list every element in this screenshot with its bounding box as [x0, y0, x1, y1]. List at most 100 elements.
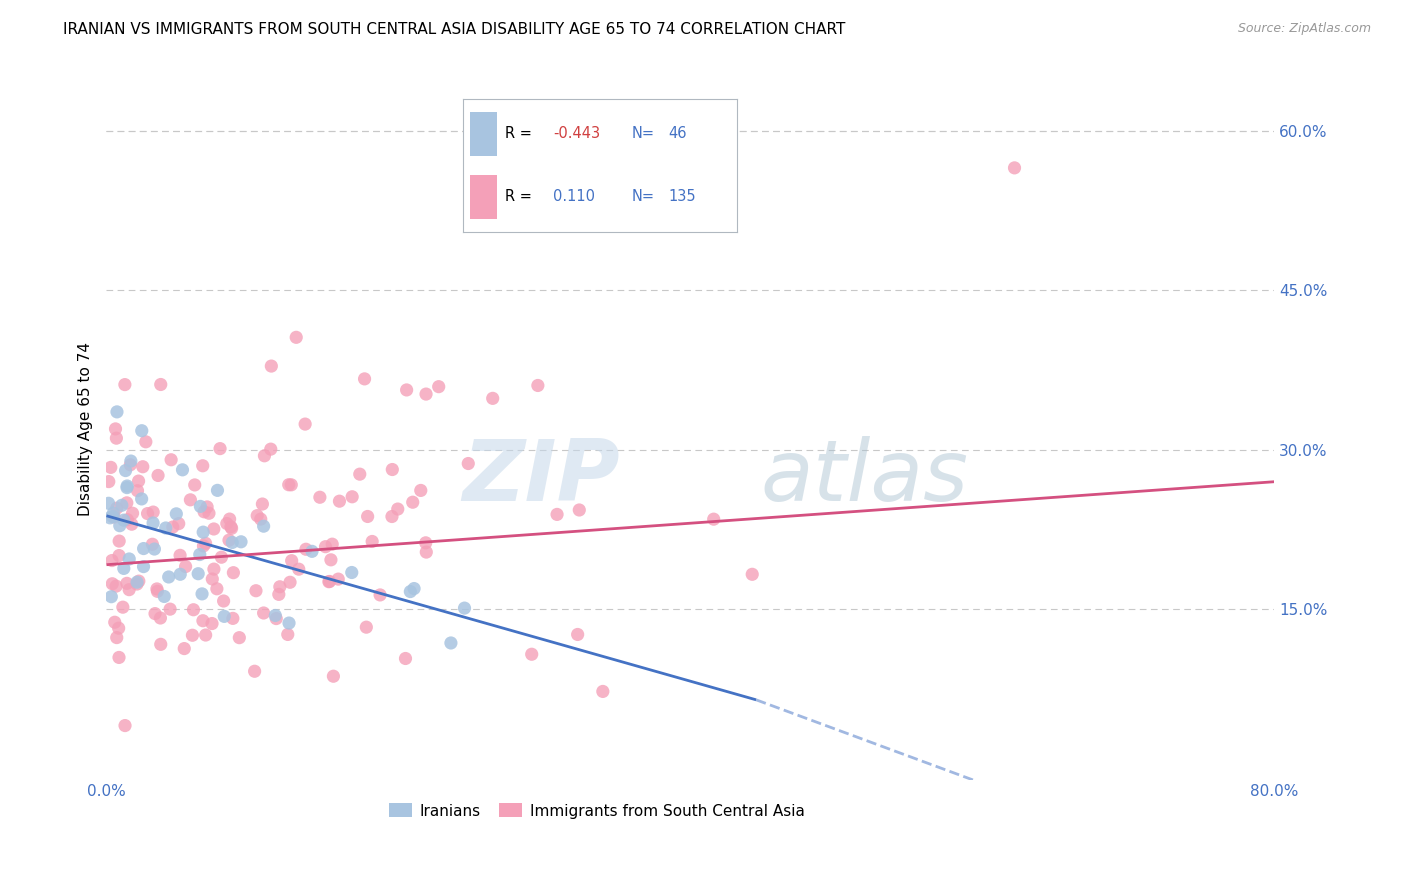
Point: [221, 521, 243, 535]
Point: [131, 491, 153, 506]
Point: [309, 490, 332, 504]
Point: [125, 577, 148, 591]
Point: [105, 405, 128, 419]
Point: [703, 512, 725, 526]
Point: [567, 627, 589, 641]
Point: [322, 669, 344, 683]
Point: [267, 587, 290, 601]
Point: [173, 641, 195, 656]
Point: [115, 496, 138, 510]
Point: [361, 534, 384, 549]
Point: [415, 545, 437, 559]
Point: [328, 494, 350, 508]
Point: [149, 611, 172, 625]
Point: [121, 506, 143, 520]
Point: [402, 495, 425, 509]
Point: [253, 519, 276, 533]
Point: [131, 424, 153, 438]
Point: [193, 539, 215, 553]
Point: [215, 516, 238, 531]
Point: [315, 540, 337, 554]
Point: [321, 537, 343, 551]
Point: [149, 637, 172, 651]
Point: [568, 503, 591, 517]
Point: [356, 620, 378, 634]
Point: [104, 422, 127, 436]
Point: [198, 506, 221, 520]
Point: [111, 600, 134, 615]
Point: [260, 442, 283, 457]
Point: [201, 572, 224, 586]
Point: [264, 611, 287, 625]
Point: [295, 542, 318, 557]
Point: [191, 587, 214, 601]
Point: [125, 575, 148, 590]
Point: [160, 452, 183, 467]
Point: [115, 576, 138, 591]
Point: [253, 449, 276, 463]
Y-axis label: Disability Age 65 to 74: Disability Age 65 to 74: [79, 342, 93, 516]
Point: [120, 454, 142, 468]
Point: [194, 628, 217, 642]
Point: [169, 567, 191, 582]
Point: [118, 552, 141, 566]
Point: [243, 665, 266, 679]
Point: [132, 459, 155, 474]
Text: ZIP: ZIP: [463, 436, 620, 519]
Point: [142, 505, 165, 519]
Point: [108, 549, 131, 563]
Point: [179, 492, 201, 507]
Point: [278, 575, 301, 590]
Point: [280, 554, 302, 568]
Point: [183, 603, 205, 617]
Point: [1004, 161, 1026, 175]
Point: [105, 501, 128, 516]
Point: [294, 417, 316, 431]
Point: [108, 650, 131, 665]
Point: [287, 562, 309, 576]
Point: [146, 584, 169, 599]
Point: [112, 513, 135, 527]
Point: [457, 457, 479, 471]
Point: [191, 458, 214, 473]
Point: [105, 579, 128, 593]
Point: [188, 548, 211, 562]
Point: [190, 500, 212, 514]
Point: [520, 647, 543, 661]
Point: [128, 474, 150, 488]
Point: [121, 517, 143, 532]
Point: [172, 463, 194, 477]
Point: [191, 614, 214, 628]
Point: [142, 516, 165, 530]
Point: [136, 507, 159, 521]
Point: [409, 483, 432, 498]
Point: [381, 509, 404, 524]
Point: [149, 377, 172, 392]
Point: [108, 534, 131, 549]
Point: [228, 631, 250, 645]
Point: [399, 584, 422, 599]
Point: [114, 377, 136, 392]
Point: [103, 506, 125, 520]
Point: [101, 576, 124, 591]
Point: [212, 594, 235, 608]
Point: [115, 481, 138, 495]
Point: [111, 498, 134, 512]
Point: [153, 590, 176, 604]
Point: [249, 512, 271, 526]
Point: [202, 522, 225, 536]
Point: [245, 583, 267, 598]
Point: [222, 611, 245, 625]
Point: [209, 442, 232, 456]
Point: [527, 378, 550, 392]
Point: [207, 483, 229, 498]
Point: [105, 631, 128, 645]
Point: [165, 507, 187, 521]
Point: [219, 520, 242, 534]
Point: [184, 478, 207, 492]
Point: [246, 508, 269, 523]
Point: [222, 566, 245, 580]
Point: [120, 458, 142, 472]
Point: [285, 330, 308, 344]
Point: [349, 467, 371, 482]
